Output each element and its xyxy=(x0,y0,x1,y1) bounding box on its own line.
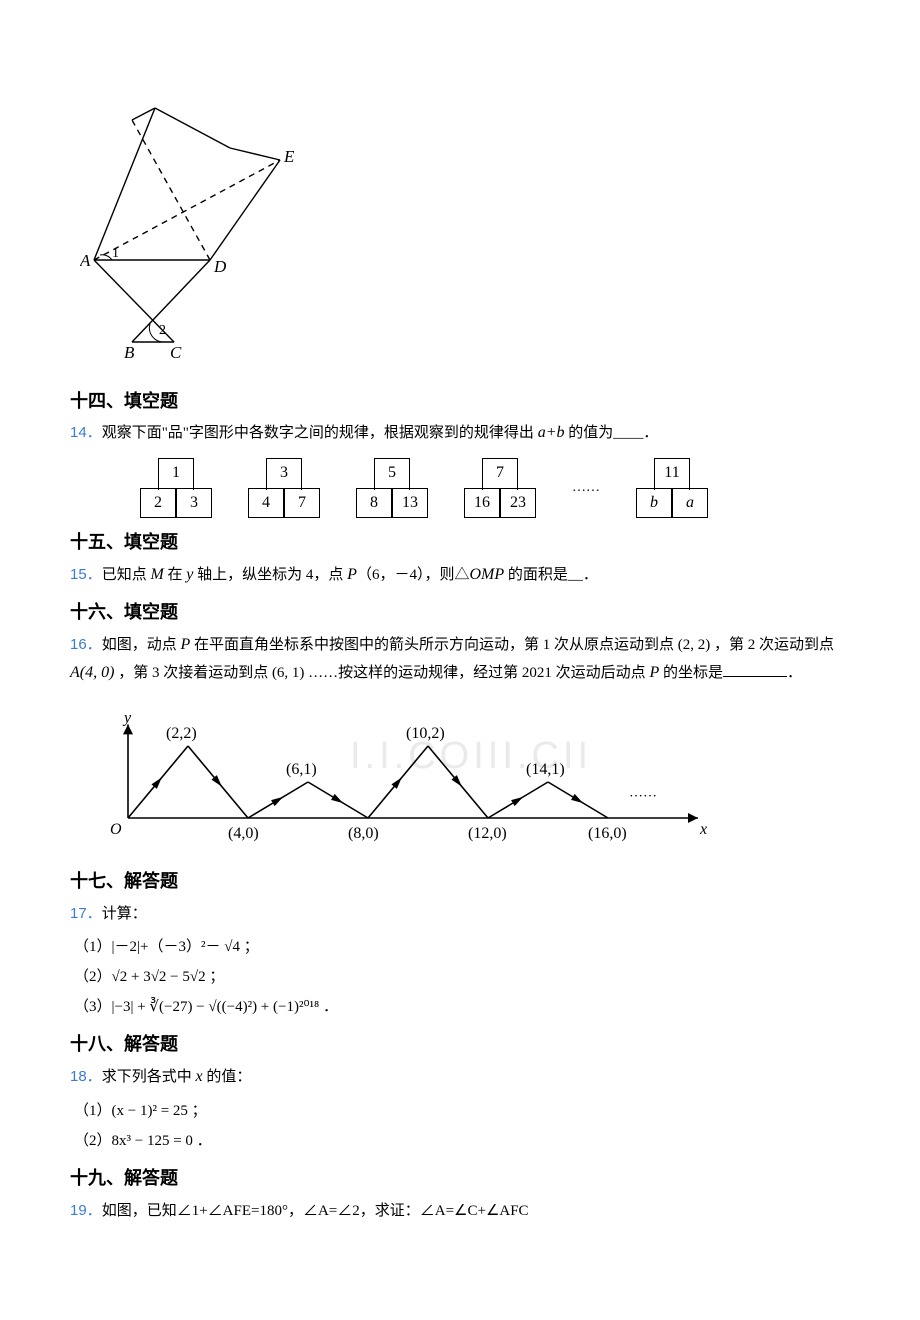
svg-text:O: O xyxy=(110,821,122,838)
pin-2-left: 4 xyxy=(248,488,284,518)
pin-4-top: 7 xyxy=(482,458,518,490)
q15-P: P xyxy=(347,566,357,583)
q19-number: 19． xyxy=(70,1202,102,1219)
pin-1: 1 2 3 xyxy=(140,458,212,518)
q18-item-2: （2）8x³ − 125 = 0 ． xyxy=(74,1126,850,1156)
q17-item-1: （1）|－2|+（－3）²－ √4 ； xyxy=(74,932,850,962)
section-19-title: 十九、解答题 xyxy=(70,1164,850,1193)
pin-4-right: 23 xyxy=(500,488,536,518)
svg-text:(16,0): (16,0) xyxy=(588,825,627,842)
q14-text-a: 观察下面"品"字图形中各数字之间的规律，根据观察到的规律得出 xyxy=(102,425,538,441)
q14-text-b: 的值为 xyxy=(564,425,613,441)
svg-text:(4,0): (4,0) xyxy=(228,825,259,842)
pin-4: 7 16 23 xyxy=(464,458,536,518)
q18-x: x xyxy=(195,1068,202,1085)
q18-stem-a: 求下列各式中 xyxy=(102,1069,196,1085)
pin-2-top: 3 xyxy=(266,458,302,490)
geom-label-E: E xyxy=(283,147,295,166)
pin-3-top: 5 xyxy=(374,458,410,490)
geom-angle-1: 1 xyxy=(112,246,119,261)
q19: 19．如图，已知∠1+∠AFE=180°，∠A=∠2，求证：∠A=∠C+∠AFC xyxy=(70,1197,850,1226)
q15-text-e: 的面积是 xyxy=(504,567,568,583)
q15-text-a: 已知点 xyxy=(102,567,151,583)
geometry-figure-q13: A B C D E 1 2 xyxy=(80,100,850,379)
section-18-title: 十八、解答题 xyxy=(70,1030,850,1059)
svg-text:(14,1): (14,1) xyxy=(526,761,565,778)
q16-text-c: ，第 3 次接着运动到点 (6, 1) ……按这样的运动规律，经过第 2021 … xyxy=(114,665,649,681)
pin-3-right: 13 xyxy=(392,488,428,518)
q16-text-b: 在平面直角坐标系中按图中的箭头所示方向运动，第 1 次从原点运动到点 (2, 2… xyxy=(190,637,834,653)
svg-text:x: x xyxy=(699,821,707,838)
q16-text-d: 的坐标是 xyxy=(659,665,723,681)
q14-vars: a+b xyxy=(538,424,565,441)
q15-text-d: （6，－4），则△ xyxy=(357,567,470,583)
q15: 15．已知点 M 在 y 轴上，纵坐标为 4，点 P（6，－4），则△OMP 的… xyxy=(70,561,850,590)
q15-text-b: 在 xyxy=(164,567,187,583)
page-content: A B C D E 1 2 十四、填空题 14．观察下面"品"字图形中各数字之间… xyxy=(70,100,850,1226)
pin-4-left: 16 xyxy=(464,488,500,518)
q16-A: A(4, 0) xyxy=(70,664,114,681)
geom-label-B: B xyxy=(124,343,135,362)
q16: 16．如图，动点 P 在平面直角坐标系中按图中的箭头所示方向运动，第 1 次从原… xyxy=(70,631,850,689)
pin-3-left: 8 xyxy=(356,488,392,518)
q16-number: 16． xyxy=(70,636,102,653)
q16-P2: P xyxy=(649,664,659,681)
q14-pin-figures: 1 2 3 3 4 7 5 8 13 7 16 23 …… 11 b a xyxy=(140,458,850,518)
q14-blank: ____． xyxy=(613,425,658,441)
q15-number: 15． xyxy=(70,566,102,583)
q14-number: 14． xyxy=(70,424,102,441)
q18-number: 18． xyxy=(70,1068,102,1085)
q18-item-1: （1）(x − 1)² = 25 ； xyxy=(74,1096,850,1126)
pin-1-left: 2 xyxy=(140,488,176,518)
pin-2: 3 4 7 xyxy=(248,458,320,518)
q17: 17．计算： xyxy=(70,900,850,929)
geom-label-D: D xyxy=(213,257,227,276)
svg-text:(8,0): (8,0) xyxy=(348,825,379,842)
q17-number: 17． xyxy=(70,905,102,922)
pin-5-left: b xyxy=(636,488,672,518)
geom-angle-2: 2 xyxy=(159,323,166,338)
pin-5: 11 b a xyxy=(636,458,708,518)
q15-text-c: 轴上，纵坐标为 4，点 xyxy=(193,567,347,583)
q18-stem-b: 的值： xyxy=(203,1069,252,1085)
q14: 14．观察下面"品"字图形中各数字之间的规律，根据观察到的规律得出 a+b 的值… xyxy=(70,419,850,448)
pin-3: 5 8 13 xyxy=(356,458,428,518)
svg-text:(2,2): (2,2) xyxy=(166,725,197,742)
section-14-title: 十四、填空题 xyxy=(70,387,850,416)
q18: 18．求下列各式中 x 的值： xyxy=(70,1063,850,1092)
q17-stem: 计算： xyxy=(102,906,147,922)
section-15-title: 十五、填空题 xyxy=(70,528,850,557)
svg-text:(6,1): (6,1) xyxy=(286,761,317,778)
q19-text: 如图，已知∠1+∠AFE=180°，∠A=∠2，求证：∠A=∠C+∠AFC xyxy=(102,1203,529,1219)
section-16-title: 十六、填空题 xyxy=(70,598,850,627)
geom-label-A: A xyxy=(80,251,91,270)
section-17-title: 十七、解答题 xyxy=(70,867,850,896)
svg-text:(10,2): (10,2) xyxy=(406,725,445,742)
q17-item-3: （3）|−3| + ∛(−27) − √((−4)²) + (−1)²⁰¹⁸ ． xyxy=(74,992,850,1022)
q16-P1: P xyxy=(180,636,190,653)
pin-5-top: 11 xyxy=(654,458,690,490)
q15-OMP: OMP xyxy=(469,566,504,583)
q16-text-a: 如图，动点 xyxy=(102,637,181,653)
pin-ellipsis: …… xyxy=(572,477,600,499)
svg-text:y: y xyxy=(122,710,132,727)
pin-1-top: 1 xyxy=(158,458,194,490)
pin-1-right: 3 xyxy=(176,488,212,518)
q15-blank: __． xyxy=(568,567,598,583)
q16-motion-chart: Oy x (2,2) (4,0) (6,1) (8,0) (10,2) (12,0) (14,1… xyxy=(94,700,850,859)
q17-item-2: （2）√2 + 3√2 − 5√2 ； xyxy=(74,962,850,992)
q16-blank xyxy=(723,676,787,677)
geom-label-C: C xyxy=(170,343,182,362)
q15-M: M xyxy=(150,566,163,583)
pin-5-right: a xyxy=(672,488,708,518)
svg-text:……: …… xyxy=(629,786,657,801)
svg-text:(12,0): (12,0) xyxy=(468,825,507,842)
pin-2-right: 7 xyxy=(284,488,320,518)
